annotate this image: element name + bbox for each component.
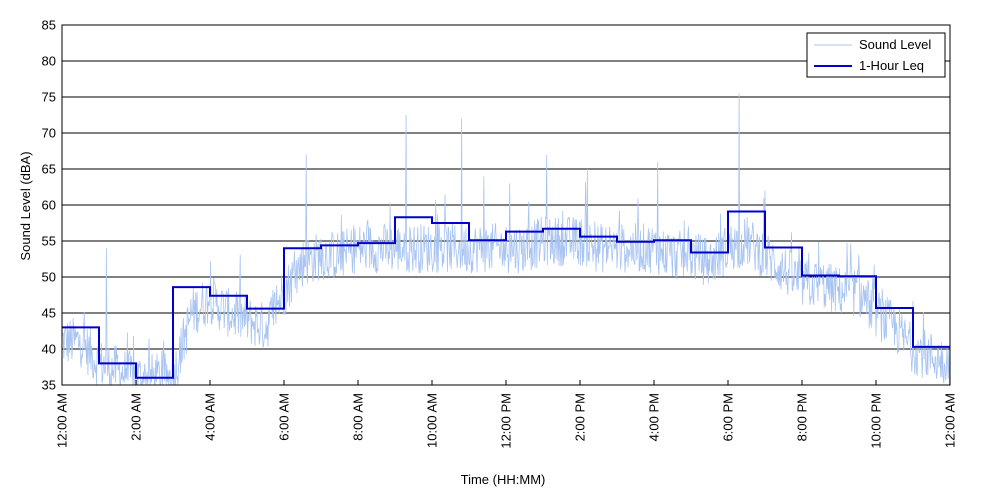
x-tick-label: 8:00 PM: [795, 393, 810, 441]
x-tick-label: 10:00 AM: [425, 393, 440, 448]
x-tick-label: 6:00 PM: [721, 393, 736, 441]
y-tick-label: 55: [42, 234, 56, 249]
x-tick-label: 10:00 PM: [869, 393, 884, 449]
y-tick-label: 50: [42, 270, 56, 285]
y-tick-label: 75: [42, 90, 56, 105]
y-tick-label: 65: [42, 162, 56, 177]
leq-step-line: [62, 210, 950, 379]
x-tick-label: 12:00 PM: [499, 393, 514, 449]
y-tick-label: 40: [42, 342, 56, 357]
y-tick-label: 80: [42, 54, 56, 69]
x-tick-labels: 12:00 AM 2:00 AM 4:00 AM 6:00 AM 8:00 AM 10:0…: [55, 380, 958, 449]
leq-layer: [62, 210, 950, 379]
y-axis-label: Sound Level (dBA): [18, 151, 33, 260]
x-tick-label: 4:00 PM: [647, 393, 662, 441]
x-tick-label: 4:00 AM: [203, 393, 218, 441]
legend-box: [806, 32, 946, 78]
legend: Sound Level 1-Hour Leq: [806, 32, 946, 78]
x-tick-label: 12:00 AM: [55, 393, 70, 448]
legend-label-leq: 1-Hour Leq: [859, 58, 924, 73]
y-tick-label: 85: [42, 18, 56, 33]
y-tick-label: 70: [42, 126, 56, 141]
legend-label-sound-level: Sound Level: [859, 37, 931, 52]
y-tick-labels: 35 40 45 50 55 60 65 70 75 80 85: [42, 18, 56, 393]
x-tick-label: 2:00 PM: [573, 393, 588, 441]
x-tick-label: 8:00 AM: [351, 393, 366, 441]
y-tick-label: 60: [42, 198, 56, 213]
x-tick-label: 2:00 AM: [129, 393, 144, 441]
y-tick-label: 35: [42, 378, 56, 393]
x-axis-label: Time (HH:MM): [461, 472, 546, 487]
x-tick-label: 12:00 AM: [943, 393, 958, 448]
x-tick-label: 6:00 AM: [277, 393, 292, 441]
y-tick-label: 45: [42, 306, 56, 321]
